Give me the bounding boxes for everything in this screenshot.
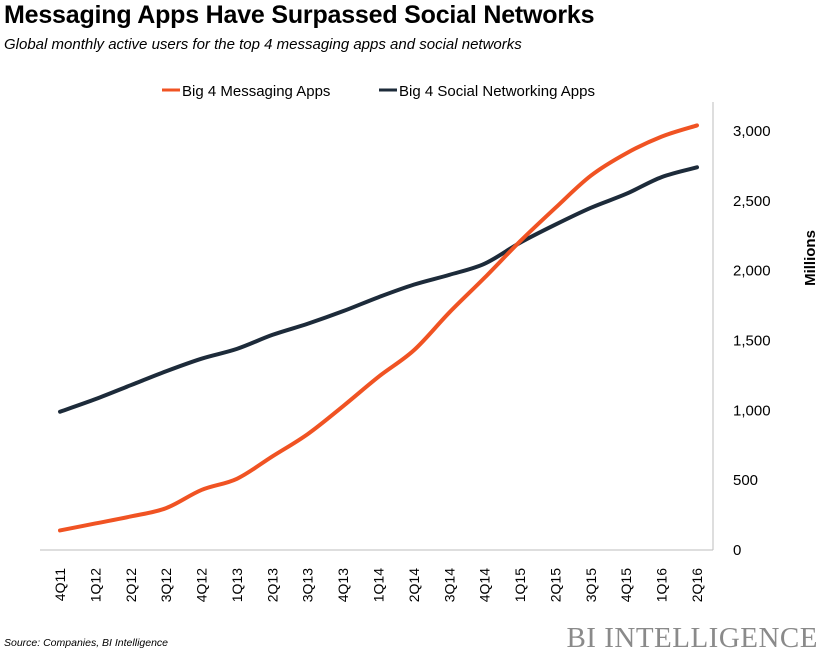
y-tick-label: 3,000 (733, 123, 771, 140)
x-tick-label: 4Q12 (194, 568, 210, 602)
x-tick-label: 3Q15 (583, 568, 599, 602)
y-tick-label: 1,000 (733, 402, 771, 419)
series-line-messaging (58, 123, 699, 533)
chart-title: Messaging Apps Have Surpassed Social Net… (4, 1, 595, 29)
x-tick-label: 3Q14 (441, 568, 457, 602)
x-tick-label: 2Q13 (264, 568, 280, 602)
series-layer (58, 123, 699, 533)
y-tick-labels: 0 500 1,000 1,500 2,000 2,500 3,000 (733, 123, 771, 559)
x-tick-label: 1Q15 (512, 568, 528, 602)
x-tick-label: 4Q13 (335, 568, 351, 602)
y-tick-label: 0 (733, 542, 741, 559)
x-tick-label: 2Q12 (123, 568, 139, 602)
series-line-social (58, 165, 699, 414)
x-tick-label: 4Q11 (52, 568, 68, 601)
legend-label-social: Big 4 Social Networking Apps (399, 83, 595, 100)
x-tick-label: 2Q14 (406, 568, 422, 602)
x-tick-label: 4Q15 (618, 568, 634, 602)
x-tick-labels: 4Q11 1Q12 2Q12 3Q12 4Q12 1Q13 2Q13 3Q13 4Q13 1Q14… (52, 568, 705, 602)
chart-subtitle: Global monthly active users for the top … (4, 36, 522, 53)
legend: Big 4 Messaging Apps Big 4 Social Networ… (162, 83, 595, 100)
x-tick-label: 2Q15 (547, 568, 563, 602)
x-tick-label: 1Q16 (654, 568, 670, 602)
x-tick-label: 1Q14 (371, 568, 387, 602)
y-tick-label: 1,500 (733, 333, 771, 350)
x-tick-label: 1Q12 (87, 568, 103, 602)
legend-label-messaging: Big 4 Messaging Apps (182, 83, 330, 100)
x-tick-label: 3Q13 (300, 568, 316, 602)
x-tick-label: 1Q13 (229, 568, 245, 602)
line-chart: Big 4 Messaging Apps Big 4 Social Networ… (40, 83, 819, 602)
source-note: Source: Companies, BI Intelligence (4, 637, 169, 649)
y-axis-label: Millions (802, 230, 819, 286)
y-tick-label: 2,500 (733, 193, 771, 210)
x-tick-label: 3Q12 (158, 568, 174, 602)
x-tick-label: 2Q16 (689, 568, 705, 602)
brand-logo: BI INTELLIGENCE (566, 622, 818, 654)
y-tick-label: 500 (733, 472, 758, 489)
x-tick-label: 4Q14 (477, 568, 493, 602)
y-tick-label: 2,000 (733, 263, 771, 280)
